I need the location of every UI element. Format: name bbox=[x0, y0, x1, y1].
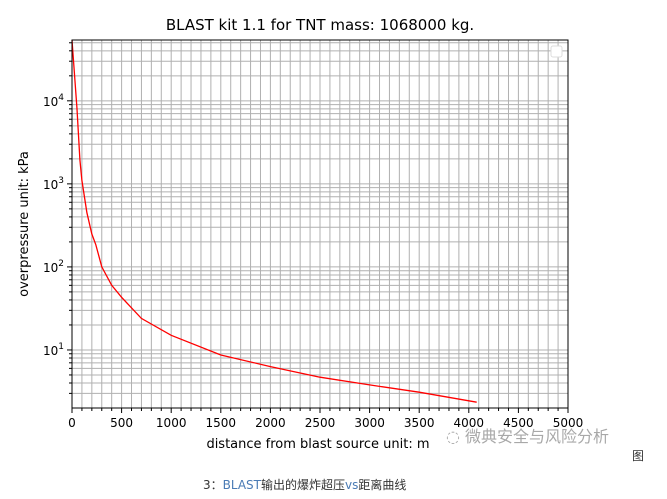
grid bbox=[72, 40, 568, 408]
watermark: ◌ 微典安全与风险分析 bbox=[446, 423, 609, 447]
x-tick-label: 1500 bbox=[206, 416, 237, 430]
caption: 3：BLAST输出的爆炸超压vs距离曲线 bbox=[203, 476, 406, 493]
x-tick-label: 5000 bbox=[553, 416, 584, 430]
x-tick-label: 2500 bbox=[305, 416, 336, 430]
y-tick-label: 104 bbox=[43, 93, 64, 109]
watermark-text: 微典安全与风险分析 bbox=[465, 427, 610, 446]
x-tick-label: 2000 bbox=[255, 416, 286, 430]
caption-text: 输出的爆炸超压 bbox=[261, 478, 346, 492]
x-tick-label: 0 bbox=[68, 416, 76, 430]
caption-vs: vs bbox=[345, 478, 359, 492]
y-tick-label: 102 bbox=[43, 259, 64, 275]
chart-title: BLAST kit 1.1 for TNT mass: 1068000 kg. bbox=[166, 16, 474, 34]
axes: 0 500 1000 1500 2000 2500 3000 3500 4000 4500 5000… bbox=[43, 42, 584, 430]
series bbox=[71, 39, 477, 403]
x-axis-label: distance from blast source unit: m bbox=[206, 437, 429, 452]
caption-highlight: BLAST bbox=[222, 478, 261, 492]
caption-number: 3： bbox=[203, 478, 223, 492]
x-tick-label: 4500 bbox=[503, 416, 534, 430]
wechat-icon: ◌ bbox=[446, 427, 466, 446]
caption-rest: 距离曲线 bbox=[358, 478, 407, 492]
legend-box bbox=[550, 45, 563, 58]
y-tick-label: 101 bbox=[43, 342, 64, 358]
x-tick-label: 4000 bbox=[454, 416, 485, 430]
x-tick-label: 1000 bbox=[156, 416, 187, 430]
x-tick-label: 3000 bbox=[354, 416, 385, 430]
caption-prefix: 图 bbox=[632, 449, 645, 463]
x-tick-label: 500 bbox=[110, 416, 133, 430]
x-tick-label: 3500 bbox=[404, 416, 435, 430]
series-line bbox=[71, 39, 477, 403]
y-axis-label: overpressure unit: kPa bbox=[17, 151, 32, 297]
y-tick-label: 103 bbox=[43, 176, 64, 192]
